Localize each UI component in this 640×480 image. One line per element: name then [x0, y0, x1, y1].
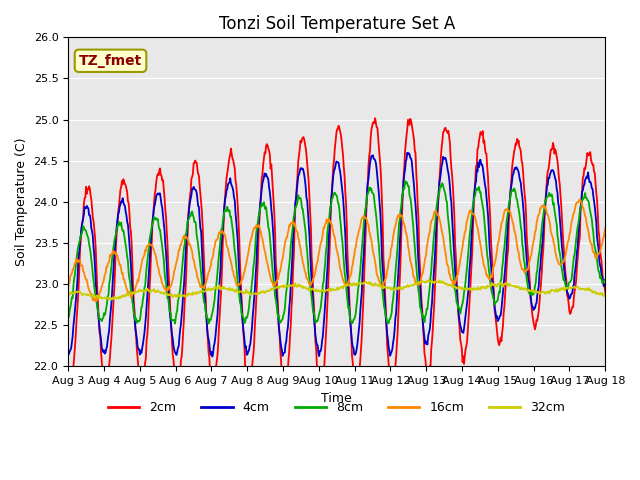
- Line: 32cm: 32cm: [68, 280, 605, 300]
- 4cm: [419, 321, 427, 326]
- Line: 8cm: 8cm: [68, 181, 605, 324]
- 8cm: [74, 246, 82, 252]
- 16cm: [184, 238, 192, 244]
- 4cm: [403, 150, 411, 156]
- 16cm: [576, 196, 584, 202]
- Legend: 2cm, 4cm, 8cm, 16cm, 32cm: 2cm, 4cm, 8cm, 16cm, 32cm: [103, 396, 570, 420]
- 8cm: [171, 321, 179, 326]
- 4cm: [64, 351, 72, 357]
- 16cm: [602, 225, 609, 231]
- 8cm: [129, 302, 137, 308]
- 16cm: [213, 237, 221, 243]
- Line: 4cm: 4cm: [68, 153, 605, 357]
- 32cm: [64, 291, 72, 297]
- 8cm: [184, 216, 192, 222]
- 4cm: [209, 354, 216, 360]
- Line: 16cm: 16cm: [68, 199, 605, 301]
- 4cm: [602, 282, 609, 288]
- 32cm: [74, 288, 82, 294]
- 2cm: [352, 391, 360, 397]
- Y-axis label: Soil Temperature (C): Soil Temperature (C): [15, 138, 28, 266]
- 4cm: [213, 319, 221, 324]
- 16cm: [419, 272, 426, 277]
- 8cm: [64, 314, 72, 320]
- 2cm: [64, 372, 72, 377]
- 2cm: [74, 298, 82, 304]
- 16cm: [74, 259, 82, 265]
- 4cm: [184, 218, 191, 224]
- 2cm: [419, 323, 427, 329]
- X-axis label: Time: Time: [321, 392, 352, 405]
- 32cm: [419, 278, 426, 284]
- 32cm: [213, 286, 221, 291]
- Title: Tonzi Soil Temperature Set A: Tonzi Soil Temperature Set A: [219, 15, 455, 33]
- 8cm: [403, 181, 411, 187]
- 8cm: [213, 277, 221, 283]
- Text: TZ_fmet: TZ_fmet: [79, 54, 142, 68]
- 8cm: [401, 178, 409, 184]
- 2cm: [129, 285, 137, 290]
- 4cm: [129, 298, 137, 304]
- 32cm: [403, 284, 410, 289]
- 2cm: [212, 364, 220, 370]
- 2cm: [602, 290, 609, 296]
- 8cm: [419, 315, 427, 321]
- 16cm: [93, 298, 100, 304]
- 32cm: [602, 291, 609, 297]
- 32cm: [130, 290, 138, 296]
- Line: 2cm: 2cm: [68, 118, 605, 394]
- 16cm: [403, 231, 410, 237]
- 32cm: [428, 277, 436, 283]
- 2cm: [371, 115, 379, 121]
- 4cm: [74, 268, 82, 274]
- 16cm: [130, 289, 138, 295]
- 2cm: [184, 230, 191, 236]
- 8cm: [602, 276, 609, 282]
- 16cm: [64, 284, 72, 290]
- 4cm: [403, 156, 410, 162]
- 32cm: [184, 290, 192, 296]
- 2cm: [403, 126, 411, 132]
- 32cm: [108, 297, 115, 302]
